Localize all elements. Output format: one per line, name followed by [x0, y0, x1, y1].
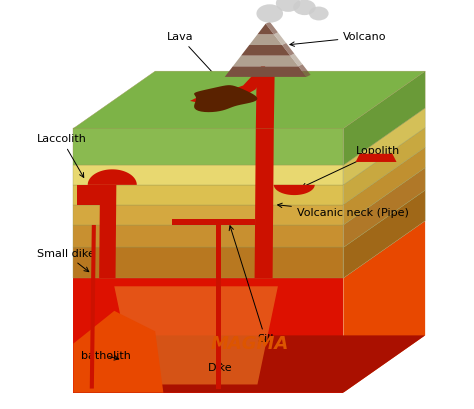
Polygon shape	[73, 185, 343, 204]
Polygon shape	[77, 185, 116, 204]
Polygon shape	[282, 43, 294, 56]
Ellipse shape	[276, 0, 301, 12]
Polygon shape	[343, 190, 425, 278]
Polygon shape	[241, 45, 290, 56]
Text: Lava: Lava	[166, 32, 230, 92]
Text: Volcanic neck (Pipe): Volcanic neck (Pipe)	[278, 203, 409, 218]
Polygon shape	[73, 165, 343, 185]
Text: Volcano: Volcano	[290, 32, 387, 46]
Ellipse shape	[309, 7, 328, 20]
Polygon shape	[73, 128, 343, 165]
Polygon shape	[114, 286, 278, 384]
Polygon shape	[73, 204, 343, 225]
Polygon shape	[194, 85, 257, 112]
Polygon shape	[172, 219, 255, 225]
Polygon shape	[225, 66, 307, 77]
Polygon shape	[343, 221, 425, 393]
Polygon shape	[73, 247, 343, 278]
Polygon shape	[290, 54, 302, 66]
Polygon shape	[73, 71, 425, 128]
Polygon shape	[73, 311, 164, 393]
Polygon shape	[298, 64, 310, 77]
Text: Dike: Dike	[209, 360, 233, 373]
Text: MAGMA: MAGMA	[210, 335, 288, 353]
Polygon shape	[73, 278, 343, 393]
Polygon shape	[257, 24, 274, 34]
Polygon shape	[274, 185, 315, 195]
Text: Sill: Sill	[229, 226, 274, 344]
Polygon shape	[343, 71, 425, 165]
Text: Small dike: Small dike	[36, 249, 94, 272]
Polygon shape	[343, 128, 425, 204]
Text: Laccolith: Laccolith	[36, 134, 86, 178]
Polygon shape	[88, 169, 137, 185]
Polygon shape	[90, 225, 96, 389]
Polygon shape	[255, 128, 274, 278]
Polygon shape	[343, 108, 425, 185]
Polygon shape	[356, 154, 397, 162]
Polygon shape	[256, 74, 274, 128]
Polygon shape	[233, 56, 298, 66]
Ellipse shape	[256, 4, 283, 22]
Polygon shape	[73, 335, 425, 393]
Polygon shape	[216, 225, 221, 389]
Polygon shape	[274, 32, 286, 45]
Polygon shape	[190, 63, 268, 104]
Text: Lopolith: Lopolith	[302, 146, 401, 187]
Polygon shape	[249, 34, 282, 45]
Polygon shape	[73, 225, 343, 247]
Polygon shape	[99, 185, 116, 278]
Ellipse shape	[293, 0, 316, 15]
Text: batholith: batholith	[81, 351, 131, 361]
Polygon shape	[343, 168, 425, 247]
Polygon shape	[265, 22, 278, 34]
Polygon shape	[343, 147, 425, 225]
